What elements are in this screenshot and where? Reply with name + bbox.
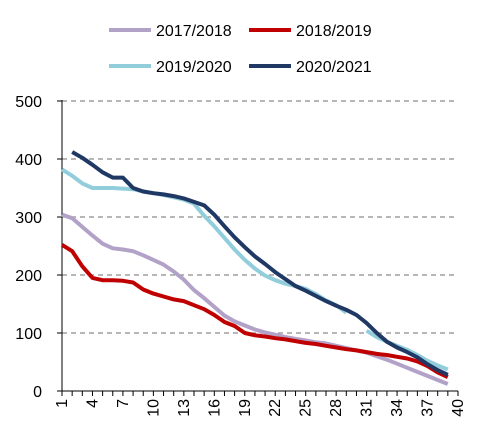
legend-label: 2018/2019: [296, 23, 372, 40]
y-tick-label: 400: [15, 152, 42, 169]
x-tick-label: 1: [54, 399, 71, 408]
legend: 2017/2018 2018/2019 2019/2020 2020/2021: [109, 23, 372, 76]
y-tick-label: 300: [15, 210, 42, 227]
x-tick-label: 22: [267, 399, 284, 417]
legend-label: 2017/2018: [156, 23, 232, 40]
series-line-2017-2018: [61, 212, 449, 386]
y-tick-label: 0: [33, 384, 42, 401]
x-tick-label: 25: [298, 399, 315, 417]
y-tick-labels: 0 100 200 300 400 500: [15, 94, 42, 401]
x-tick-label: 19: [237, 399, 254, 417]
series-lines: [60, 150, 449, 386]
series-line-2018-2019: [60, 243, 449, 379]
series-line-2020-2021: [71, 150, 449, 377]
legend-label: 2019/2020: [156, 59, 232, 76]
x-tick-label: 31: [359, 399, 376, 417]
series-line-2019-2020-seg1: [365, 329, 449, 372]
x-tick-labels: 1 4 7 10 13 16 19 22 25 28 31 34 37 40: [54, 399, 467, 417]
x-tick-label: 4: [84, 399, 101, 408]
x-tick-label: 13: [176, 399, 193, 417]
x-tick-label: 34: [389, 399, 406, 417]
x-tick-label: 7: [115, 399, 132, 408]
x-tick-label: 40: [450, 399, 467, 417]
y-tick-label: 100: [15, 326, 42, 343]
y-tick-label: 200: [15, 268, 42, 285]
x-tick-label: 10: [145, 399, 162, 417]
legend-label: 2020/2021: [296, 59, 372, 76]
gridlines: [62, 100, 458, 334]
y-tick-label: 500: [15, 94, 42, 111]
x-tick-label: 16: [206, 399, 223, 417]
x-tick-label: 37: [420, 399, 437, 417]
x-tick-label: 28: [328, 399, 345, 417]
